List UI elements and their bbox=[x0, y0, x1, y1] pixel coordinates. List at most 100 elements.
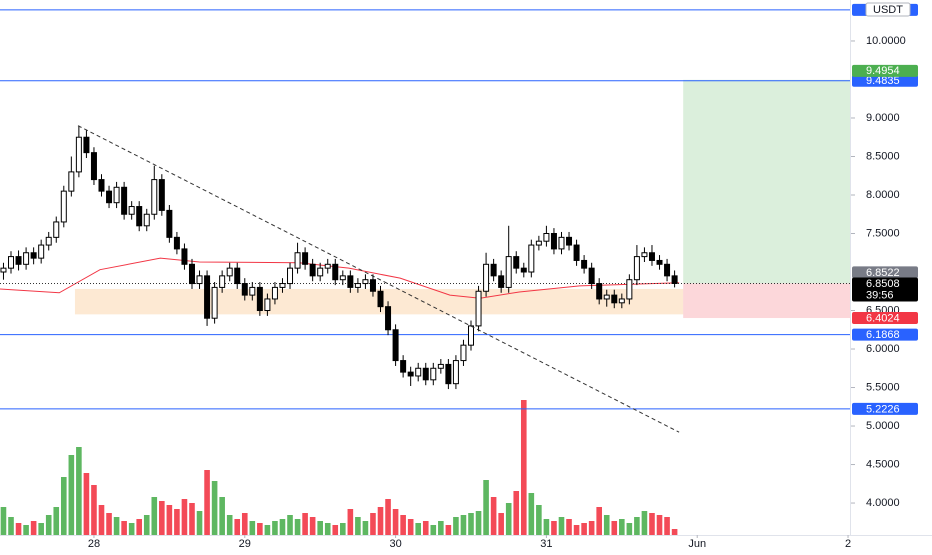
volume-bar bbox=[520, 400, 527, 535]
volume-bar bbox=[385, 499, 391, 535]
candle-body bbox=[68, 171, 75, 192]
volume-bar bbox=[664, 517, 670, 535]
y-tick-label: 5.0000 bbox=[866, 420, 900, 432]
candle-body bbox=[656, 259, 663, 265]
candle-body bbox=[60, 190, 67, 223]
x-tick-label: 29 bbox=[239, 538, 251, 550]
volume-bar bbox=[264, 525, 271, 535]
candle-body bbox=[128, 206, 135, 215]
candle-body bbox=[30, 252, 37, 259]
target-zone bbox=[683, 79, 850, 284]
candle-body bbox=[188, 263, 195, 285]
volume-bar bbox=[204, 470, 210, 535]
price-tag-label: 6.8522 bbox=[866, 267, 900, 279]
y-tick-label: 4.0000 bbox=[866, 497, 900, 509]
candle-body bbox=[475, 290, 482, 327]
volume-bar bbox=[226, 515, 233, 535]
volume-bar bbox=[302, 513, 308, 535]
volume-bar bbox=[15, 523, 22, 535]
candle-body bbox=[15, 256, 22, 265]
volume-bar bbox=[355, 517, 361, 535]
candle-body bbox=[0, 267, 7, 273]
candle-body bbox=[271, 286, 278, 300]
volume-bar bbox=[340, 523, 346, 535]
price-tag-label: 9.4835 bbox=[866, 75, 900, 87]
volume-bar bbox=[211, 481, 218, 535]
volume-bar bbox=[113, 517, 120, 535]
volume-bar bbox=[234, 519, 241, 535]
volume-bar bbox=[83, 473, 90, 535]
volume-bar bbox=[143, 515, 150, 535]
candle-body bbox=[505, 256, 512, 288]
volume-bar bbox=[294, 519, 301, 535]
volume-bar bbox=[558, 517, 565, 535]
candle-body bbox=[498, 275, 505, 288]
candle-body bbox=[369, 279, 376, 292]
candle-body bbox=[603, 294, 610, 300]
candle-body bbox=[309, 263, 316, 277]
x-tick-label: 30 bbox=[389, 538, 401, 550]
candle-body bbox=[588, 267, 595, 285]
candle-body bbox=[181, 248, 188, 265]
candle-body bbox=[234, 267, 241, 285]
candle-body bbox=[430, 367, 437, 381]
volume-bar bbox=[596, 507, 602, 535]
volume-bar bbox=[128, 523, 135, 535]
volume-bar bbox=[475, 511, 482, 535]
y-tick-label: 10.0000 bbox=[866, 35, 906, 47]
volume-bar bbox=[430, 525, 437, 535]
volume-bar bbox=[438, 521, 444, 535]
y-tick-label: 9.0000 bbox=[866, 112, 900, 124]
candle-body bbox=[219, 275, 226, 288]
price-tag bbox=[852, 74, 918, 87]
price-tag bbox=[852, 266, 918, 279]
candle-body bbox=[339, 275, 346, 281]
volume-bar bbox=[241, 513, 248, 535]
volume-bar bbox=[60, 477, 67, 535]
volume-bar bbox=[611, 521, 618, 535]
candle-body bbox=[226, 267, 233, 277]
candle-body bbox=[23, 252, 30, 265]
volume-bar bbox=[8, 517, 14, 535]
price-tag-label: 6.4024 bbox=[866, 312, 900, 324]
volume-bar bbox=[30, 521, 37, 535]
candle-body bbox=[483, 263, 490, 292]
candle-body bbox=[294, 252, 301, 269]
volume-bar bbox=[671, 529, 678, 535]
candle-body bbox=[151, 179, 158, 215]
price-tag bbox=[852, 402, 918, 415]
unit-box bbox=[865, 2, 911, 17]
volume-bar bbox=[641, 511, 648, 535]
candle-body bbox=[45, 236, 52, 246]
candle-body bbox=[445, 363, 452, 385]
volume-bar bbox=[45, 515, 52, 535]
candle-body bbox=[550, 232, 557, 250]
x-tick-label: 31 bbox=[540, 538, 552, 550]
candle-body bbox=[354, 283, 361, 288]
volume-bar bbox=[362, 521, 369, 535]
volume-bar bbox=[626, 523, 633, 535]
volume-bar bbox=[400, 515, 406, 535]
volume-bar bbox=[619, 519, 625, 535]
volume-bar bbox=[453, 517, 459, 535]
candle-body bbox=[106, 190, 113, 204]
volume-bar bbox=[68, 455, 75, 535]
candle-body bbox=[347, 275, 354, 288]
volume-bar bbox=[505, 503, 512, 535]
volume-bar bbox=[407, 519, 414, 535]
y-tick-label: 4.5000 bbox=[866, 458, 900, 470]
candle-body bbox=[249, 286, 256, 296]
candle-body bbox=[90, 152, 97, 181]
candle-body bbox=[543, 232, 550, 242]
x-tick-label: 2 bbox=[845, 538, 851, 550]
candle-body bbox=[113, 186, 120, 204]
volume-bar bbox=[53, 507, 60, 535]
volume-bar bbox=[460, 515, 467, 535]
candle-body bbox=[83, 136, 90, 154]
candle-body bbox=[467, 325, 474, 346]
volume-bar bbox=[573, 525, 580, 535]
volume-bar bbox=[257, 523, 263, 535]
candle-body bbox=[317, 267, 324, 277]
candle-body bbox=[641, 252, 648, 258]
